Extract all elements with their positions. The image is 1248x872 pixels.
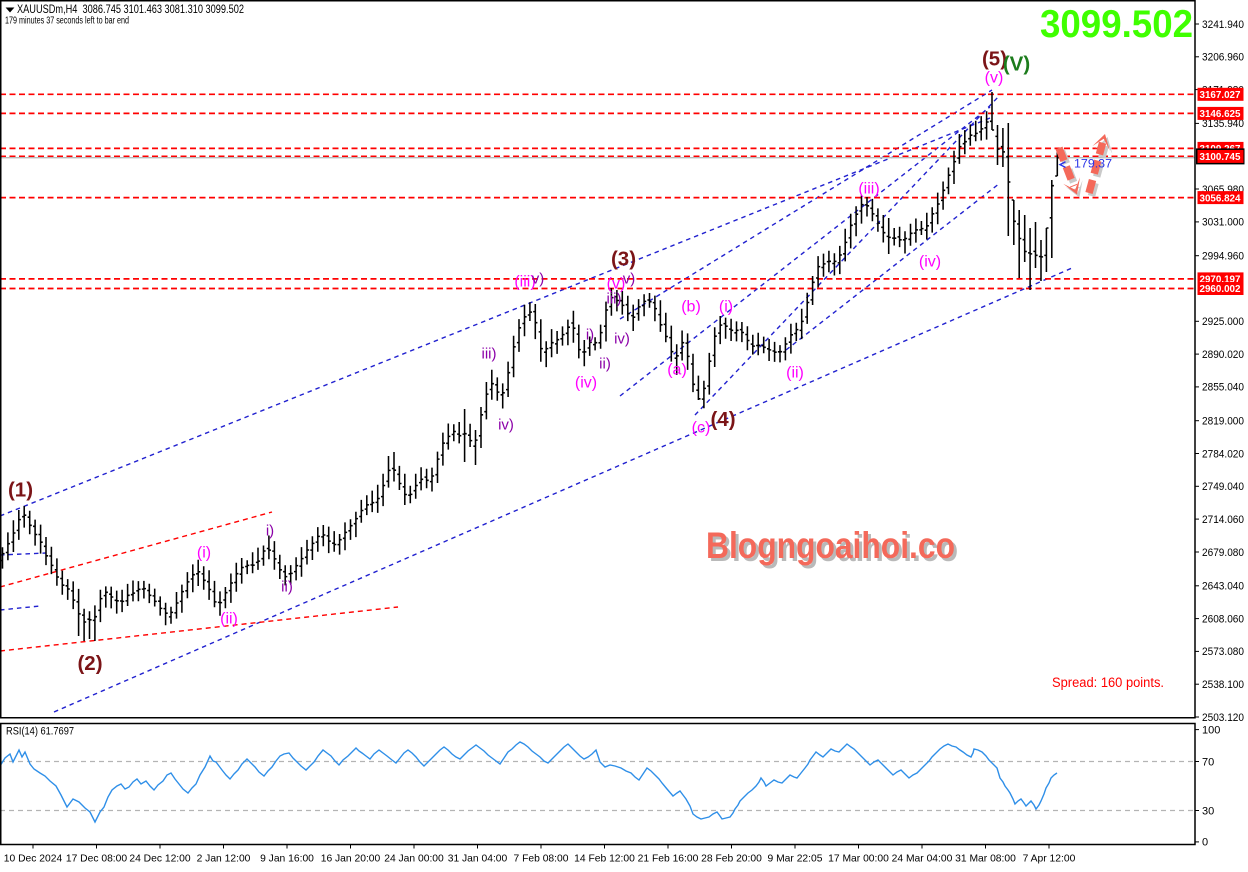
svg-text:(iv): (iv) xyxy=(919,254,941,271)
svg-text:2679.080: 2679.080 xyxy=(1202,547,1244,559)
svg-text:2994.960: 2994.960 xyxy=(1202,251,1244,263)
svg-text:ii): ii) xyxy=(599,356,611,373)
svg-text:28 Feb 20:00: 28 Feb 20:00 xyxy=(701,854,762,865)
svg-text:2608.060: 2608.060 xyxy=(1202,613,1244,625)
svg-text:3100.745: 3100.745 xyxy=(1200,152,1241,163)
svg-text:(1): (1) xyxy=(8,479,33,502)
svg-text:2960.002: 2960.002 xyxy=(1200,284,1241,295)
svg-text:2714.060: 2714.060 xyxy=(1202,514,1244,526)
svg-text:2970.197: 2970.197 xyxy=(1200,275,1241,286)
svg-text:31 Mar 08:00: 31 Mar 08:00 xyxy=(955,854,1016,865)
svg-text:7 Feb 08:00: 7 Feb 08:00 xyxy=(514,854,569,865)
svg-text:3056.824: 3056.824 xyxy=(1200,193,1241,204)
svg-text:3099.502: 3099.502 xyxy=(1040,3,1193,46)
svg-text:(iii): (iii) xyxy=(514,274,535,291)
svg-text:17 Mar 00:00: 17 Mar 00:00 xyxy=(828,854,889,865)
svg-text:Blogngoaihoi.co: Blogngoaihoi.co xyxy=(706,525,955,566)
svg-text:3031.000: 3031.000 xyxy=(1202,217,1244,229)
svg-text:2538.100: 2538.100 xyxy=(1202,679,1244,691)
svg-text:2573.080: 2573.080 xyxy=(1202,646,1244,658)
svg-text:24 Mar 04:00: 24 Mar 04:00 xyxy=(892,854,953,865)
svg-text:(c): (c) xyxy=(692,420,711,437)
svg-text:(a): (a) xyxy=(667,362,687,379)
svg-text:(iv): (iv) xyxy=(575,375,597,392)
svg-text:(ii): (ii) xyxy=(786,365,804,382)
svg-text:10 Dec 2024: 10 Dec 2024 xyxy=(4,854,63,865)
svg-text:31 Jan 04:00: 31 Jan 04:00 xyxy=(448,854,508,865)
svg-text:(i): (i) xyxy=(197,545,211,562)
svg-text:(ii): (ii) xyxy=(220,611,238,628)
svg-text:(i): (i) xyxy=(719,299,733,316)
svg-text:0: 0 xyxy=(1202,837,1208,849)
svg-text:16 Jan 20:00: 16 Jan 20:00 xyxy=(321,854,381,865)
svg-text:(v): (v) xyxy=(607,276,626,293)
svg-text:7 Apr 12:00: 7 Apr 12:00 xyxy=(1023,854,1076,865)
svg-text:iii): iii) xyxy=(482,346,497,363)
svg-text:9 Mar 22:05: 9 Mar 22:05 xyxy=(768,854,823,865)
svg-text:14 Feb 12:00: 14 Feb 12:00 xyxy=(574,854,635,865)
svg-text:100: 100 xyxy=(1202,724,1220,736)
svg-text:3135.940: 3135.940 xyxy=(1202,118,1244,130)
svg-text:ii): ii) xyxy=(281,579,293,596)
svg-text:3241.940: 3241.940 xyxy=(1202,19,1244,31)
svg-text:(b): (b) xyxy=(681,299,701,316)
svg-text:(5): (5) xyxy=(982,48,1007,71)
svg-text:21 Feb 16:00: 21 Feb 16:00 xyxy=(638,854,699,865)
svg-text:v): v) xyxy=(623,271,636,288)
svg-text:Spread: 160 points.: Spread: 160 points. xyxy=(1052,675,1164,690)
svg-text:2503.120: 2503.120 xyxy=(1202,712,1244,724)
svg-text:2784.020: 2784.020 xyxy=(1202,448,1244,460)
svg-text:iv): iv) xyxy=(498,417,514,434)
svg-text:2925.000: 2925.000 xyxy=(1202,316,1244,328)
svg-text:3167.027: 3167.027 xyxy=(1200,90,1241,101)
svg-text:i): i) xyxy=(266,523,274,540)
svg-text:(V): (V) xyxy=(1003,53,1030,76)
svg-text:XAUUSDm,H4 3086.745 3101.463: XAUUSDm,H4 3086.745 3101.463 3081.310 30… xyxy=(17,2,244,16)
svg-text:30: 30 xyxy=(1202,805,1214,817)
svg-text:17 Dec 08:00: 17 Dec 08:00 xyxy=(66,854,128,865)
svg-text:3206.960: 3206.960 xyxy=(1202,52,1244,64)
svg-text:2 Jan 12:00: 2 Jan 12:00 xyxy=(197,854,251,865)
svg-text:24 Jan 00:00: 24 Jan 00:00 xyxy=(384,854,444,865)
svg-text:(iii): (iii) xyxy=(858,181,879,198)
svg-text:24 Dec 12:00: 24 Dec 12:00 xyxy=(129,854,191,865)
svg-text:3146.625: 3146.625 xyxy=(1200,109,1241,120)
svg-text:2855.040: 2855.040 xyxy=(1202,382,1244,394)
svg-text:(2): (2) xyxy=(77,652,102,675)
svg-text:RSI(14) 61.7697: RSI(14) 61.7697 xyxy=(6,726,74,738)
svg-text:(v): (v) xyxy=(985,70,1004,87)
svg-text:Blogngoaihoi.co: Blogngoaihoi.co xyxy=(709,528,958,569)
svg-text:(3): (3) xyxy=(611,248,636,271)
svg-text:(4): (4) xyxy=(710,408,735,431)
svg-text:2819.000: 2819.000 xyxy=(1202,416,1244,428)
svg-text:2643.040: 2643.040 xyxy=(1202,581,1244,593)
svg-text:i): i) xyxy=(586,327,594,344)
svg-text:179 minutes 37 seconds left to: 179 minutes 37 seconds left to bar end xyxy=(5,16,129,27)
svg-text:179.37: 179.37 xyxy=(1074,157,1112,171)
svg-text:iii): iii) xyxy=(607,291,622,308)
svg-text:iv): iv) xyxy=(614,331,630,348)
svg-text:2749.040: 2749.040 xyxy=(1202,481,1244,493)
svg-text:9 Jan 16:00: 9 Jan 16:00 xyxy=(260,854,314,865)
svg-text:2890.020: 2890.020 xyxy=(1202,349,1244,361)
svg-text:70: 70 xyxy=(1202,756,1214,768)
svg-text:v): v) xyxy=(532,271,545,288)
